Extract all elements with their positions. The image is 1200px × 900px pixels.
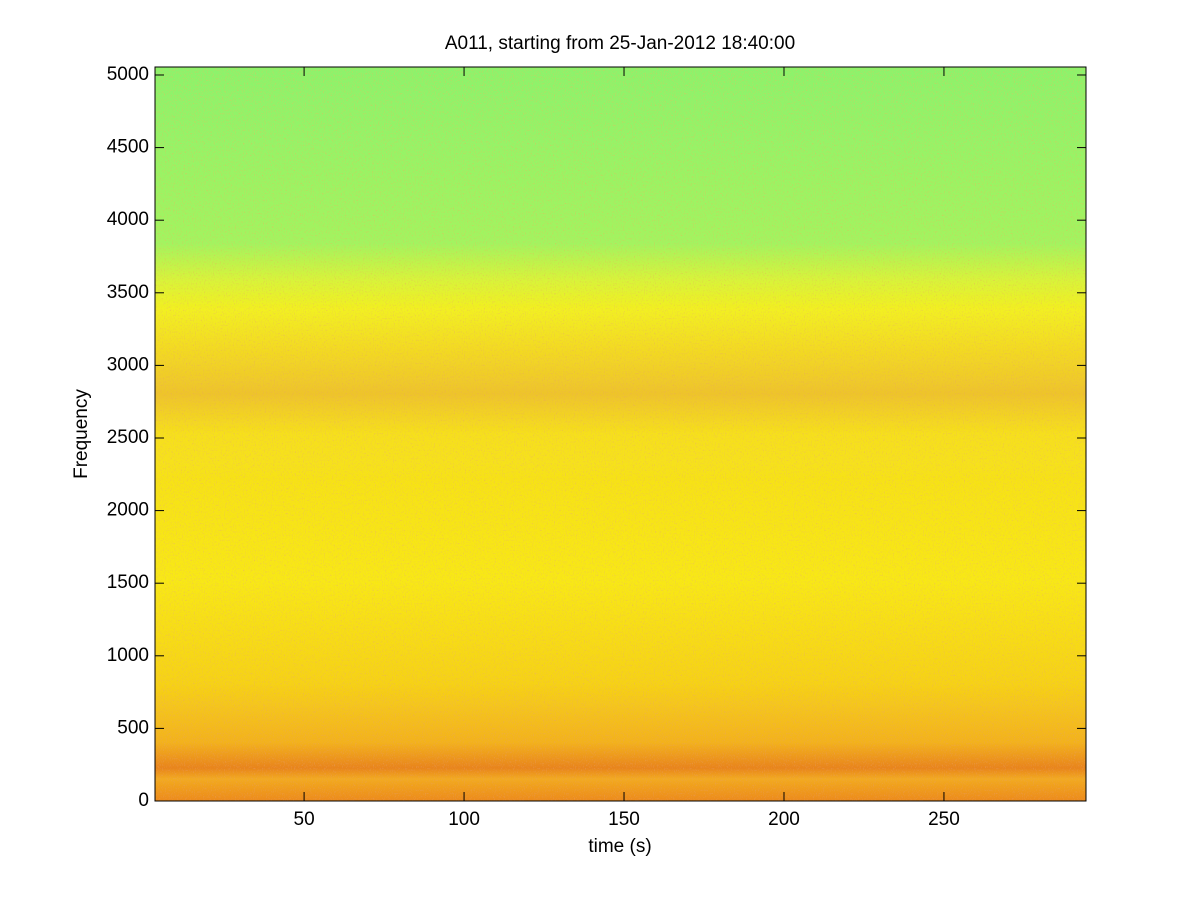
y-tick-label: 2500 — [107, 427, 149, 448]
y-tick-label: 1000 — [107, 645, 149, 666]
x-axis-label: time (s) — [588, 836, 651, 857]
y-tick-label: 3500 — [107, 282, 149, 303]
y-tick-label: 4500 — [107, 137, 149, 158]
x-tick-label: 100 — [448, 809, 480, 830]
y-tick-label: 5000 — [107, 64, 149, 85]
y-tick-label: 1500 — [107, 572, 149, 593]
y-tick-label: 0 — [138, 790, 149, 811]
spectrogram-image — [155, 67, 1086, 801]
x-tick-label: 150 — [608, 809, 640, 830]
y-tick-label: 500 — [117, 717, 149, 738]
chart-title: A011, starting from 25-Jan-2012 18:40:00 — [445, 33, 795, 54]
y-axis-label: Frequency — [71, 389, 92, 479]
x-tick-label: 200 — [768, 809, 800, 830]
x-tick-label: 250 — [928, 809, 960, 830]
y-tick-label: 3000 — [107, 354, 149, 375]
x-tick-label: 50 — [294, 809, 315, 830]
y-tick-label: 4000 — [107, 209, 149, 230]
y-tick-label: 2000 — [107, 500, 149, 521]
plot-frame — [154, 66, 1087, 802]
